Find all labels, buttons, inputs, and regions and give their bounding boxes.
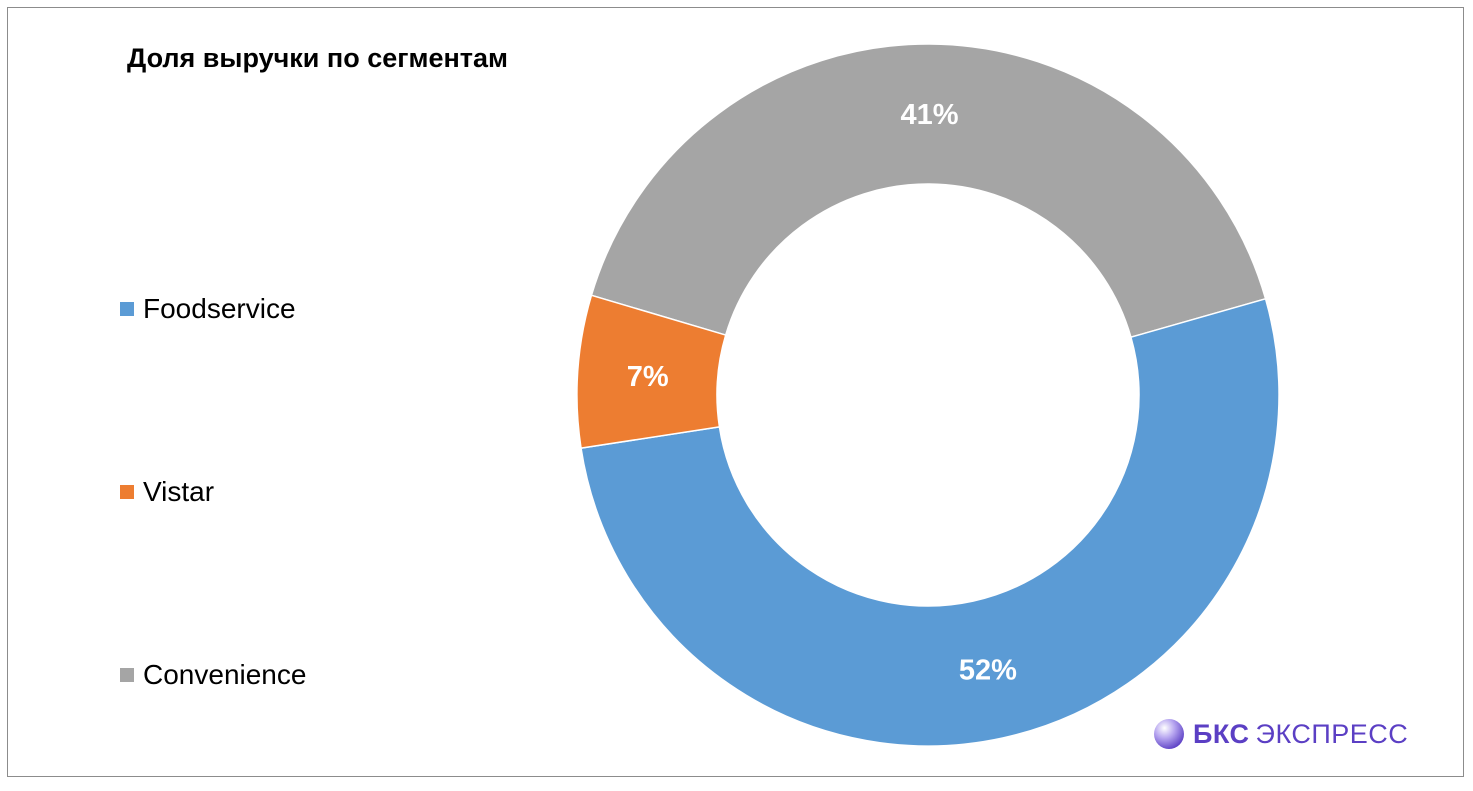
legend-item-foodservice: Foodservice: [120, 293, 296, 325]
slice-convenience: [590, 43, 1267, 339]
chart-title: Доля выручки по сегментам: [127, 43, 508, 73]
legend-swatch-foodservice: [120, 302, 134, 316]
sphere-logo-icon: [1154, 719, 1184, 749]
slice-label-vistar: 7%: [627, 361, 669, 393]
slice-foodservice: [580, 297, 1280, 747]
legend-item-vistar: Vistar: [120, 476, 214, 508]
slice-vistar: [576, 294, 727, 449]
legend-item-convenience: Convenience: [120, 659, 306, 691]
slice-label-foodservice: 52%: [959, 655, 1017, 687]
legend-label-foodservice: Foodservice: [143, 293, 296, 324]
brand-logo: БКС ЭКСПРЕСС: [1153, 718, 1408, 750]
legend-swatch-vistar: [120, 485, 134, 499]
legend-label-vistar: Vistar: [143, 476, 215, 507]
logo-text-express: ЭКСПРЕСС: [1255, 718, 1409, 749]
slice-label-convenience: 41%: [900, 99, 958, 131]
logo-text-bks: БКС: [1193, 718, 1250, 749]
legend-swatch-convenience: [120, 668, 134, 682]
legend-label-convenience: Convenience: [143, 659, 307, 690]
